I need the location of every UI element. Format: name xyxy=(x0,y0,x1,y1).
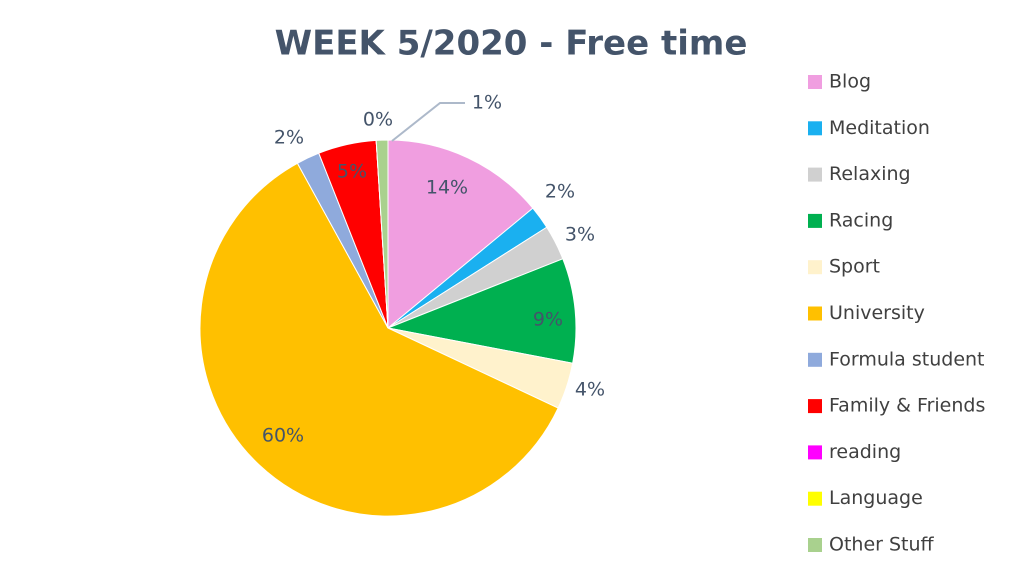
data-label: 2% xyxy=(274,127,304,149)
legend-label: Blog xyxy=(829,71,871,93)
legend-swatch xyxy=(808,352,822,367)
legend-label: Sport xyxy=(829,256,880,278)
data-label: 4% xyxy=(575,379,605,401)
pie-slice xyxy=(387,139,534,330)
legend-swatch xyxy=(808,213,822,228)
legend-swatch xyxy=(808,75,822,89)
legend-label: Formula student xyxy=(829,348,985,370)
legend-label: Racing xyxy=(829,209,893,231)
data-label: 1% xyxy=(472,92,502,114)
legend-swatch xyxy=(808,167,822,182)
legend-label: Meditation xyxy=(829,117,930,139)
data-label: 5% xyxy=(337,161,367,183)
pie-slice xyxy=(375,139,389,329)
leader-line xyxy=(391,102,465,142)
legend-label: University xyxy=(829,302,925,324)
legend-label: Language xyxy=(829,487,923,509)
data-label: 60% xyxy=(262,425,304,447)
data-label: 2% xyxy=(545,181,575,203)
pie-slice xyxy=(199,162,559,517)
legend-label: Other Stuff xyxy=(829,534,935,556)
legend-swatch xyxy=(808,121,822,136)
legend-label: reading xyxy=(829,441,901,463)
data-label: 14% xyxy=(426,177,468,199)
legend-label: Relaxing xyxy=(829,163,911,185)
legend-swatch xyxy=(808,445,822,460)
legend-swatch xyxy=(808,260,822,275)
data-label: 9% xyxy=(533,309,563,331)
pie-slice xyxy=(386,258,577,364)
legend-swatch xyxy=(808,306,822,321)
legend-swatch xyxy=(808,538,822,552)
chart-title: WEEK 5/2020 - Free time xyxy=(275,24,748,64)
data-label: 0% xyxy=(363,109,393,131)
legend-label: Family & Friends xyxy=(829,395,985,417)
legend-swatch xyxy=(808,491,822,506)
data-label: 3% xyxy=(565,224,595,246)
legend-swatch xyxy=(808,399,822,414)
